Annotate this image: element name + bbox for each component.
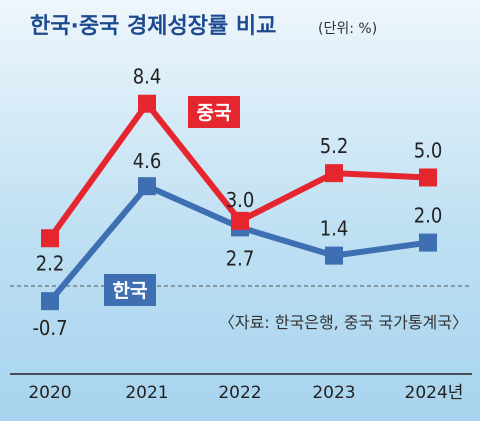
series-tag-korea-bg [104, 274, 156, 306]
x-ticks: 2020 2021 2022 2023 2024년 [28, 383, 463, 403]
data-label-china-2023: 5.2 [320, 134, 349, 158]
marker-korea-2024 [419, 233, 437, 252]
data-label-china-2024: 5.0 [414, 139, 443, 163]
data-label-korea-2020: -0.7 [32, 316, 67, 340]
data-label-korea-2023: 1.4 [320, 217, 349, 241]
chart-title: 한국·중국 경제성장률 비교 [30, 14, 276, 39]
data-label-korea-2024: 2.0 [414, 204, 443, 228]
series-layer: -0.7 4.6 2.7 1.4 2.0 2.2 8.4 3.0 5.2 5.0 [32, 65, 442, 340]
series-tag-korea: 한국 [104, 274, 156, 306]
unit-label: (단위: %) [318, 21, 377, 37]
marker-korea-2023 [325, 246, 343, 265]
data-label-korea-2022: 2.7 [226, 246, 255, 270]
marker-korea-2021 [138, 177, 156, 196]
x-tick-2020: 2020 [28, 383, 71, 403]
x-tick-2021: 2021 [125, 383, 168, 403]
marker-china-2023 [325, 164, 343, 183]
series-tag-china-label: 중국 [197, 102, 232, 124]
marker-korea-2020 [41, 292, 59, 311]
marker-china-2024 [419, 168, 437, 187]
series-tag-china: 중국 [188, 96, 240, 128]
x-tick-2022: 2022 [218, 383, 261, 403]
data-label-china-2020: 2.2 [36, 251, 65, 275]
series-tag-korea-label: 한국 [113, 280, 148, 302]
x-tick-2024: 2024년 [405, 383, 464, 403]
marker-china-2022 [231, 211, 249, 230]
data-label-china-2022: 3.0 [226, 188, 255, 212]
series-tag-china-bg [188, 96, 240, 128]
data-label-korea-2021: 4.6 [133, 149, 162, 173]
marker-china-2021 [138, 94, 156, 113]
data-label-china-2021: 8.4 [133, 65, 162, 89]
marker-china-2020 [41, 229, 59, 248]
x-tick-2023: 2023 [312, 383, 355, 403]
source-note: 〈자료: 한국은행, 중국 국가통계국〉 [219, 313, 468, 332]
